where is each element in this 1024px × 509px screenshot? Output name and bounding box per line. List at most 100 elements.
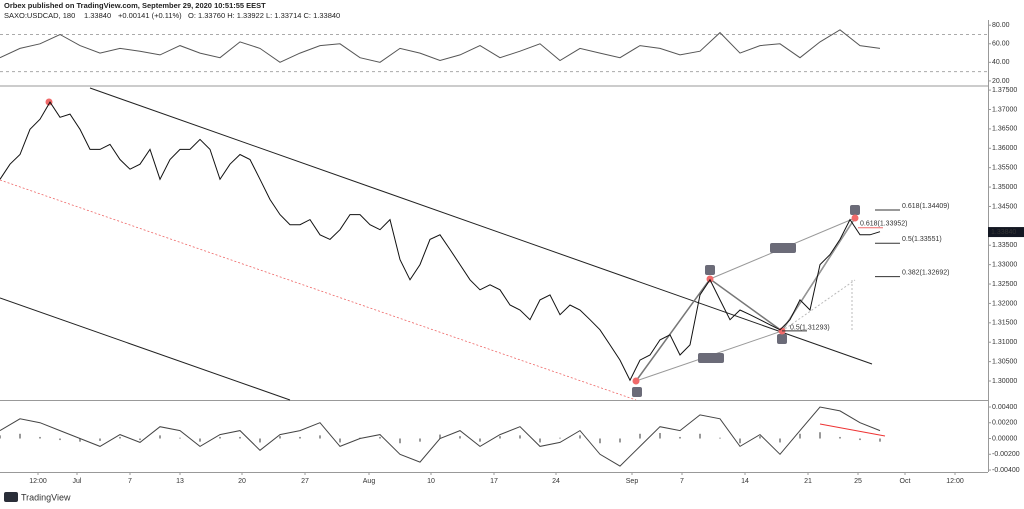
histogram-bar [479, 438, 481, 442]
histogram-bar [0, 435, 1, 439]
channel-line [0, 179, 637, 401]
publisher: Orbex published on TradingView.com, Sept… [4, 1, 266, 10]
histogram-bar [179, 437, 181, 439]
line-series [0, 406, 881, 467]
fib-label: 0.5(1.33551) [902, 236, 942, 243]
ratio-label [698, 353, 724, 363]
histogram-bar [119, 436, 121, 439]
histogram-bar [499, 436, 501, 439]
y-tick-label: 0.00000 [992, 435, 1017, 442]
y-tick-label: 1.34500 [992, 203, 1017, 210]
histogram-bar [579, 435, 581, 439]
x-tick-label: 21 [804, 478, 812, 485]
x-tick-label: 12:00 [29, 478, 47, 485]
point-label [777, 334, 787, 344]
histogram-bar [679, 436, 681, 439]
histogram-bar [279, 436, 281, 439]
y-tick-label: -0.00400 [992, 467, 1020, 474]
histogram-bar [759, 436, 761, 439]
histogram-bar [719, 437, 721, 439]
histogram-bar [99, 438, 101, 441]
histogram-bar [319, 435, 321, 439]
x-tick-label: 24 [552, 478, 560, 485]
x-tick-label: Aug [363, 478, 376, 485]
x-tick-label: 13 [176, 478, 184, 485]
y-tick-label: 1.33500 [992, 242, 1017, 249]
x-tick-label: 7 [680, 478, 684, 485]
histogram-bar [559, 437, 561, 439]
brand-logo [4, 492, 18, 502]
point-label [705, 265, 715, 275]
point-label [632, 387, 642, 397]
y-tick-label: 1.36500 [992, 126, 1017, 133]
histogram-bar [79, 438, 81, 442]
histogram-bar [699, 433, 701, 439]
x-tick-label: Jul [73, 478, 82, 485]
histogram-bar [799, 433, 801, 439]
histogram-bar [539, 438, 541, 443]
brand: TradingView [21, 492, 71, 502]
x-tick-label: 10 [427, 478, 435, 485]
histogram-bar [639, 433, 641, 439]
histogram-bar [879, 438, 881, 442]
y-tick-label: 1.33000 [992, 261, 1017, 268]
y-tick-label: 1.35000 [992, 184, 1017, 191]
y-tick-label: 1.32500 [992, 281, 1017, 288]
histogram-bar [259, 438, 261, 443]
histogram-bar [779, 438, 781, 443]
fib-label: 0.5(1.31293) [790, 325, 830, 332]
histogram-bar [739, 438, 741, 444]
line-series [0, 29, 881, 63]
channel-line [0, 297, 291, 401]
symbol: SAXO:USDCAD, 180 [4, 11, 75, 20]
x-tick-label: 12:00 [946, 478, 964, 485]
histogram-bar [159, 435, 161, 439]
x-tick-label: 7 [128, 478, 132, 485]
y-tick-label: 1.36000 [992, 145, 1017, 152]
fib-label: 0.618(1.33952) [860, 221, 907, 228]
y-tick-label: 20.00 [992, 78, 1010, 85]
last-price-label: 1.33840 [991, 229, 1016, 236]
histogram-bar [379, 436, 381, 439]
histogram-bar [299, 436, 301, 439]
x-tick-label: Oct [900, 478, 911, 485]
histogram-bar [439, 434, 441, 439]
histogram-bar [839, 436, 841, 439]
x-tick-label: 14 [741, 478, 749, 485]
histogram-bar [659, 432, 661, 439]
y-tick-label: 1.35500 [992, 165, 1017, 172]
ohlc: O: 1.33760 H: 1.33922 L: 1.33714 C: 1.33… [188, 11, 340, 20]
y-tick-label: 1.37500 [992, 87, 1017, 94]
fib-label: 0.618(1.34409) [902, 203, 949, 210]
price: 1.33840 [84, 11, 111, 20]
y-tick-label: 1.32000 [992, 300, 1017, 307]
histogram-bar [599, 438, 601, 444]
x-tick-label: 27 [301, 478, 309, 485]
change: +0.00141 (+0.11%) [118, 11, 182, 20]
y-tick-label: -0.00200 [992, 451, 1020, 458]
histogram-bar [419, 438, 421, 442]
y-tick-label: 1.37000 [992, 106, 1017, 113]
histogram-bar [139, 438, 141, 441]
histogram-bar [19, 433, 21, 439]
pivot-dot [851, 214, 859, 222]
divergence-line [819, 423, 886, 437]
fib-label: 0.382(1.32692) [902, 269, 949, 276]
histogram-bar [239, 436, 241, 439]
y-tick-label: 60.00 [992, 41, 1010, 48]
x-tick-label: Sep [626, 478, 639, 485]
x-tick-label: 25 [854, 478, 862, 485]
point-label [850, 205, 860, 215]
x-tick-label: 17 [490, 478, 498, 485]
channel-line [89, 87, 873, 365]
y-tick-label: 1.30000 [992, 378, 1017, 385]
histogram-bar [459, 436, 461, 439]
pivot-dot [632, 377, 640, 385]
histogram-bar [859, 438, 861, 441]
y-tick-label: 0.00200 [992, 420, 1017, 427]
line-series [0, 101, 881, 382]
histogram-bar [59, 438, 61, 441]
histogram-bar [339, 438, 341, 443]
